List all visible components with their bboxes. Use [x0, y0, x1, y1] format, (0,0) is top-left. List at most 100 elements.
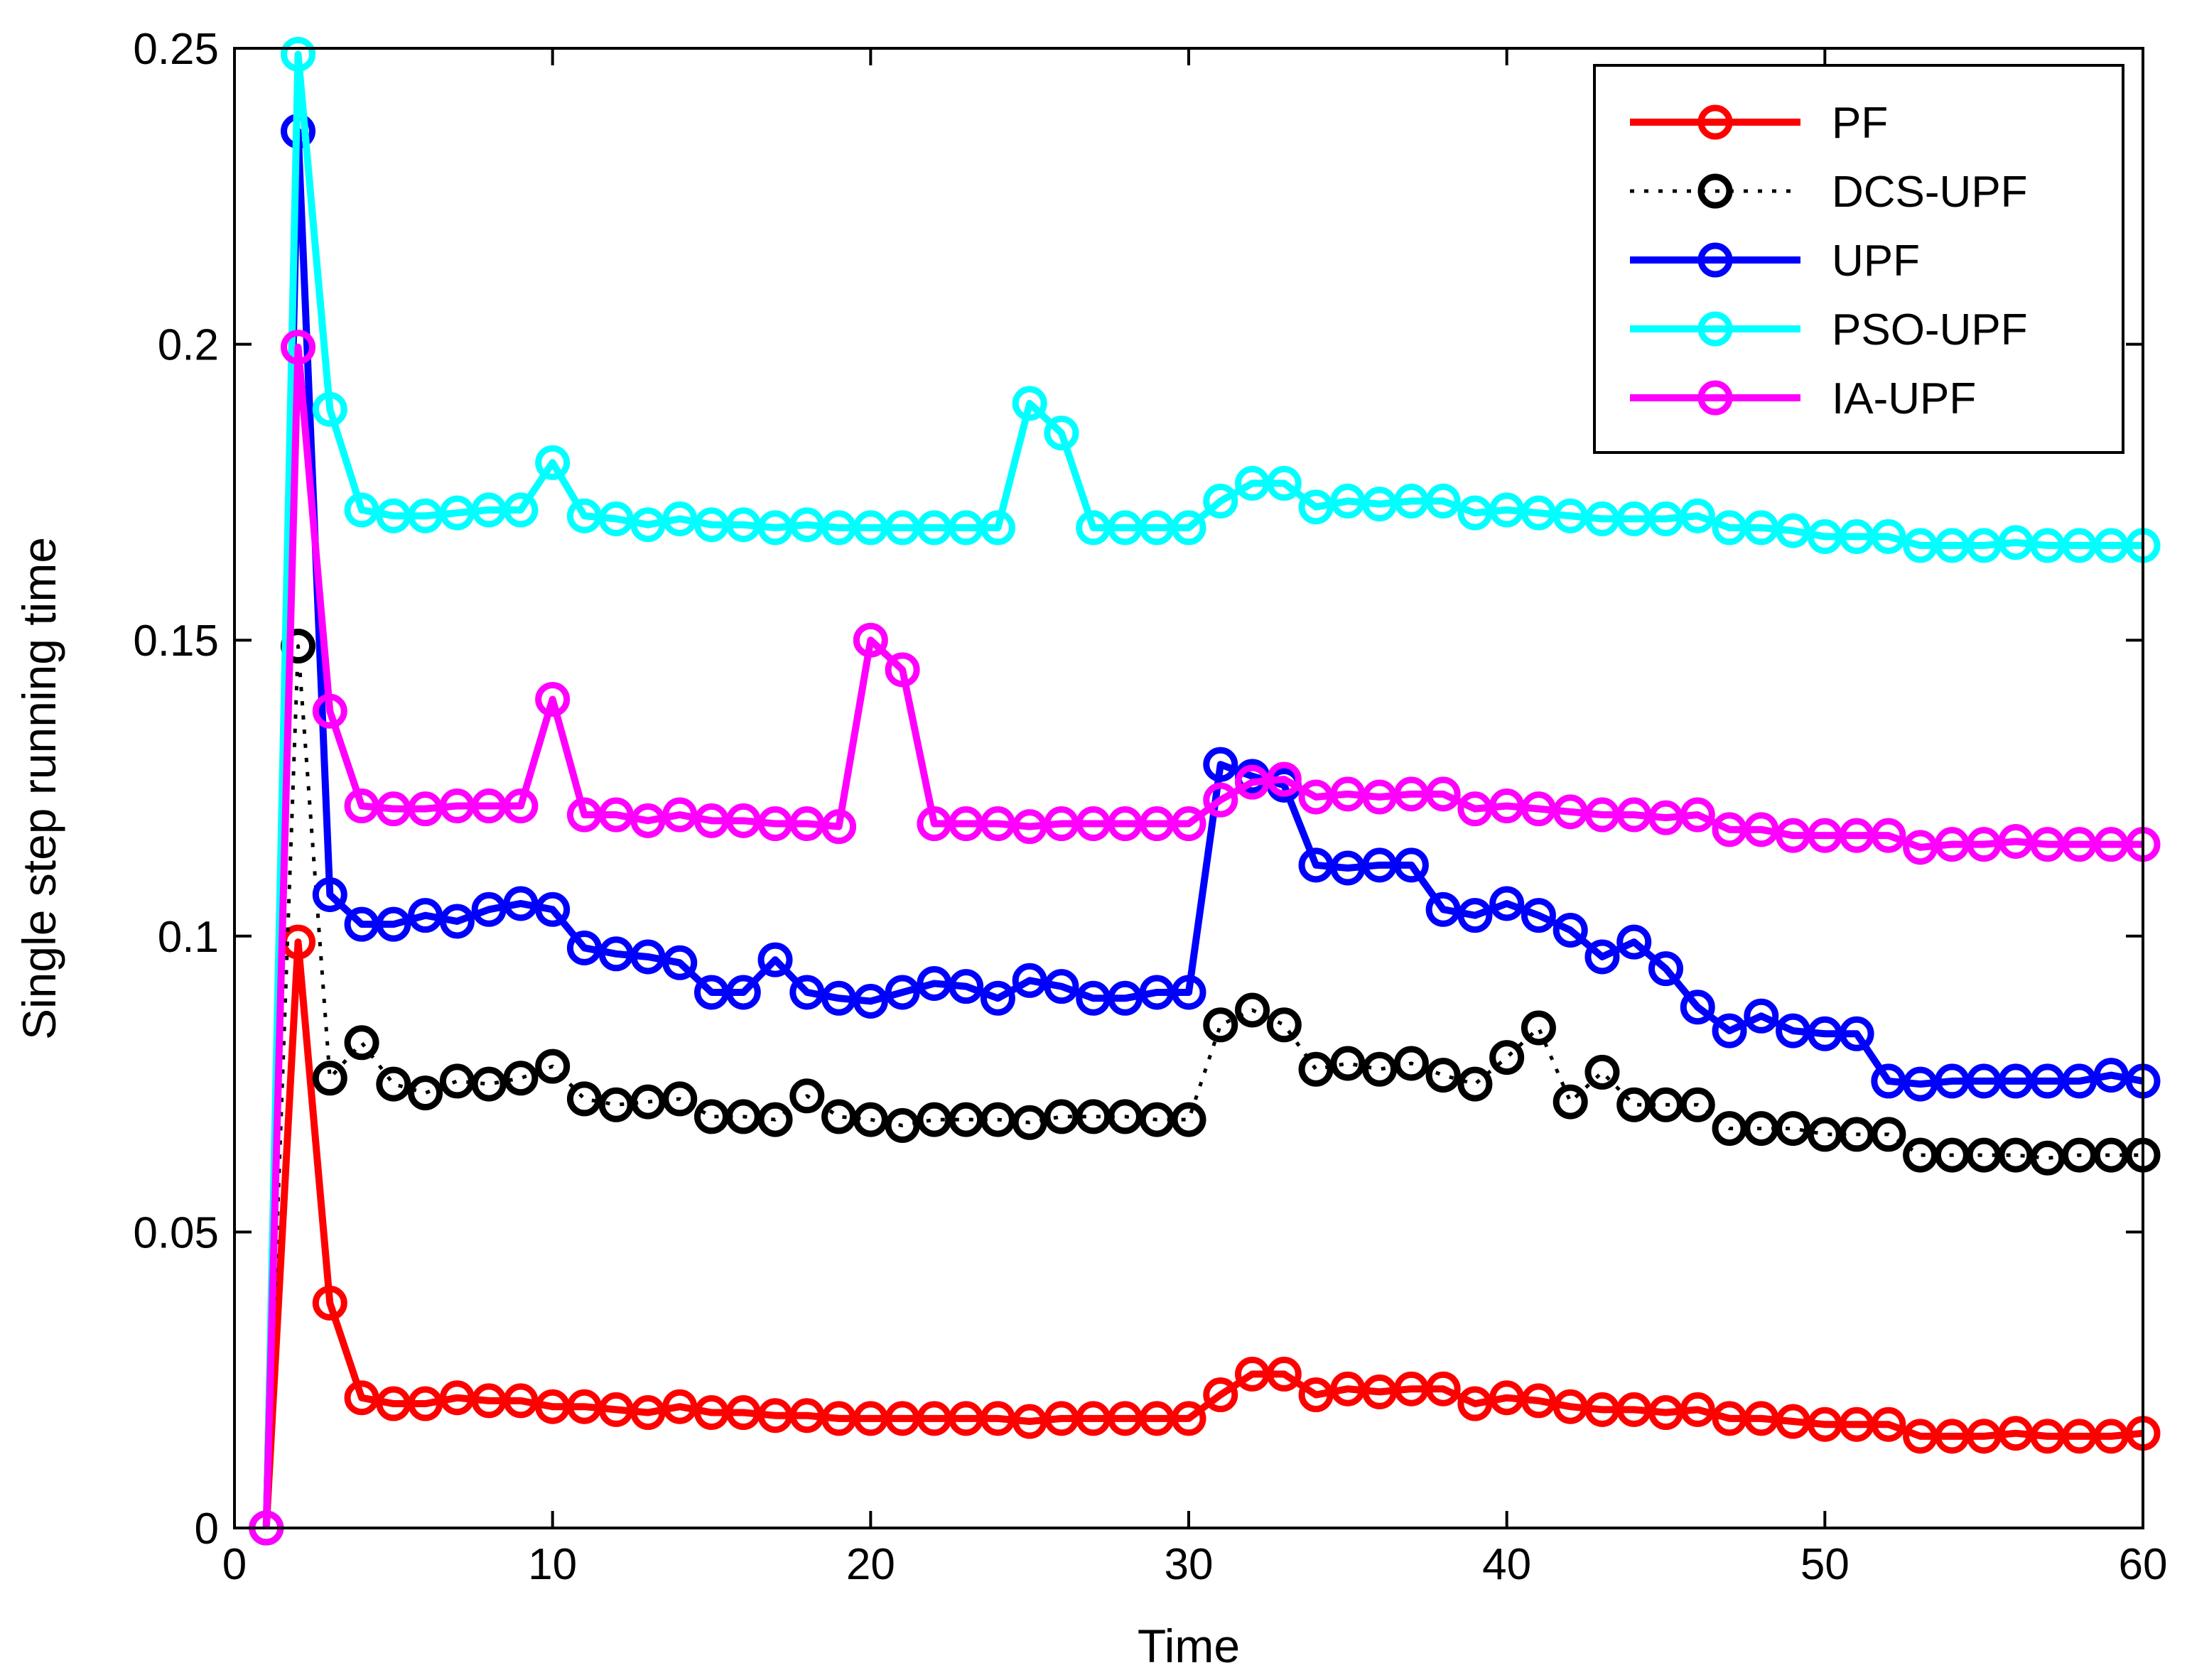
data-point-pf	[980, 1401, 1015, 1436]
data-point-upf	[1616, 924, 1652, 960]
data-point-ia-upf	[630, 803, 666, 838]
data-point-dcs-upf	[1012, 1105, 1047, 1140]
data-point-dcs-upf	[853, 1102, 888, 1137]
data-point-ia-upf	[1903, 830, 1938, 865]
data-point-ia-upf	[725, 803, 761, 838]
data-point-pso-upf	[2093, 528, 2129, 563]
data-point-pf	[2093, 1419, 2129, 1454]
data-point-dcs-upf	[344, 1025, 379, 1061]
data-point-ia-upf	[1934, 827, 1970, 862]
data-point-pso-upf	[1489, 492, 1525, 528]
data-point-ia-upf	[1203, 782, 1238, 818]
data-point-ia-upf	[1171, 806, 1206, 841]
data-point-pso-upf	[1903, 528, 1938, 563]
data-point-pso-upf	[694, 507, 729, 543]
data-point-upf	[1648, 951, 1683, 987]
data-point-pso-upf	[598, 501, 634, 536]
data-point-pf	[885, 1401, 920, 1436]
x-tick-label: 0	[222, 1540, 247, 1589]
data-point-ia-upf	[1871, 818, 1906, 853]
data-point-dcs-upf	[1839, 1117, 1874, 1152]
data-point-dcs-upf	[1457, 1066, 1493, 1102]
y-tick-label: 0.05	[133, 1208, 219, 1257]
data-point-pso-upf	[1776, 513, 1811, 548]
data-point-pso-upf	[1616, 501, 1652, 536]
data-point-pso-upf	[1457, 495, 1493, 531]
ticks-layer: 0 10 20 30 40 50 60 0 0.05 0.1 0.15 0.2 0.25	[133, 25, 2167, 1589]
data-point-pso-upf	[1107, 510, 1143, 546]
data-point-upf	[757, 942, 793, 977]
data-point-dcs-upf	[471, 1066, 507, 1102]
data-point-dcs-upf	[1998, 1137, 2034, 1173]
legend-item-ia-upf: IA-UPF	[1630, 374, 1976, 423]
data-point-pf	[630, 1395, 666, 1431]
data-point-upf	[312, 877, 347, 912]
data-point-pf	[1966, 1419, 2002, 1454]
legend-item-upf: UPF	[1630, 237, 1920, 286]
data-point-pso-upf	[439, 495, 475, 531]
data-point-dcs-upf	[1044, 1099, 1079, 1134]
data-point-upf	[949, 969, 984, 1004]
data-point-pf	[566, 1389, 602, 1424]
data-point-ia-upf	[408, 791, 443, 827]
data-point-pso-upf	[853, 510, 888, 546]
data-point-ia-upf	[2093, 827, 2129, 862]
data-point-pso-upf	[1712, 510, 1747, 546]
data-point-pso-upf	[566, 498, 602, 533]
data-point-ia-upf	[439, 788, 475, 823]
data-point-dcs-upf	[598, 1087, 634, 1122]
data-point-pf	[471, 1383, 507, 1419]
data-point-pf	[1934, 1419, 1970, 1454]
data-point-pso-upf	[503, 492, 539, 528]
data-point-dcs-upf	[789, 1078, 825, 1114]
data-point-pso-upf	[1012, 386, 1047, 421]
data-point-upf	[821, 980, 857, 1016]
data-point-pf	[1616, 1392, 1652, 1427]
legend-label: PSO-UPF	[1832, 305, 2028, 354]
data-point-pso-upf	[630, 507, 666, 543]
data-point-ia-upf	[917, 806, 952, 841]
data-point-upf	[1776, 1013, 1811, 1048]
data-point-upf	[1362, 847, 1398, 883]
data-point-pf	[1744, 1401, 1779, 1436]
data-point-dcs-upf	[2030, 1140, 2066, 1176]
data-point-upf	[1457, 898, 1493, 933]
data-point-ia-upf	[1298, 779, 1334, 815]
data-point-dcs-upf	[408, 1075, 443, 1111]
data-point-ia-upf	[694, 803, 729, 838]
legend-label: UPF	[1832, 237, 1920, 286]
data-point-ia-upf	[2030, 827, 2066, 862]
data-point-ia-upf	[471, 788, 507, 823]
data-point-pso-upf	[1362, 487, 1398, 522]
data-point-pf	[1076, 1401, 1111, 1436]
data-point-pf	[1712, 1401, 1747, 1436]
data-point-dcs-upf	[312, 1061, 347, 1096]
data-point-pso-upf	[1266, 465, 1302, 501]
legend-marker	[1697, 104, 1733, 140]
data-point-pso-upf	[2061, 528, 2097, 563]
data-point-pso-upf	[1680, 498, 1715, 533]
data-point-pso-upf	[1298, 489, 1334, 525]
data-point-ia-upf	[1998, 823, 2034, 859]
data-point-dcs-upf	[1076, 1099, 1111, 1134]
y-tick-label: 0.15	[133, 617, 219, 666]
data-point-dcs-upf	[1171, 1102, 1206, 1137]
data-point-dcs-upf	[1203, 1007, 1238, 1043]
data-point-ia-upf	[1584, 797, 1620, 833]
data-point-upf	[980, 980, 1015, 1016]
data-point-pf	[1362, 1374, 1398, 1409]
series-line-dcs-upf	[264, 644, 2143, 1529]
data-point-dcs-upf	[1744, 1111, 1779, 1147]
data-point-pf	[2030, 1419, 2066, 1454]
data-point-pf	[757, 1398, 793, 1434]
data-point-upf	[408, 898, 443, 933]
data-point-upf	[503, 886, 539, 921]
legend-marker	[1697, 242, 1733, 278]
data-point-dcs-upf	[503, 1061, 539, 1096]
data-point-upf	[1393, 847, 1429, 883]
data-point-pso-upf	[1139, 510, 1174, 546]
data-point-pso-upf	[1044, 416, 1079, 451]
x-tick-label: 20	[846, 1540, 895, 1589]
legend-item-pf: PF	[1630, 99, 1888, 148]
